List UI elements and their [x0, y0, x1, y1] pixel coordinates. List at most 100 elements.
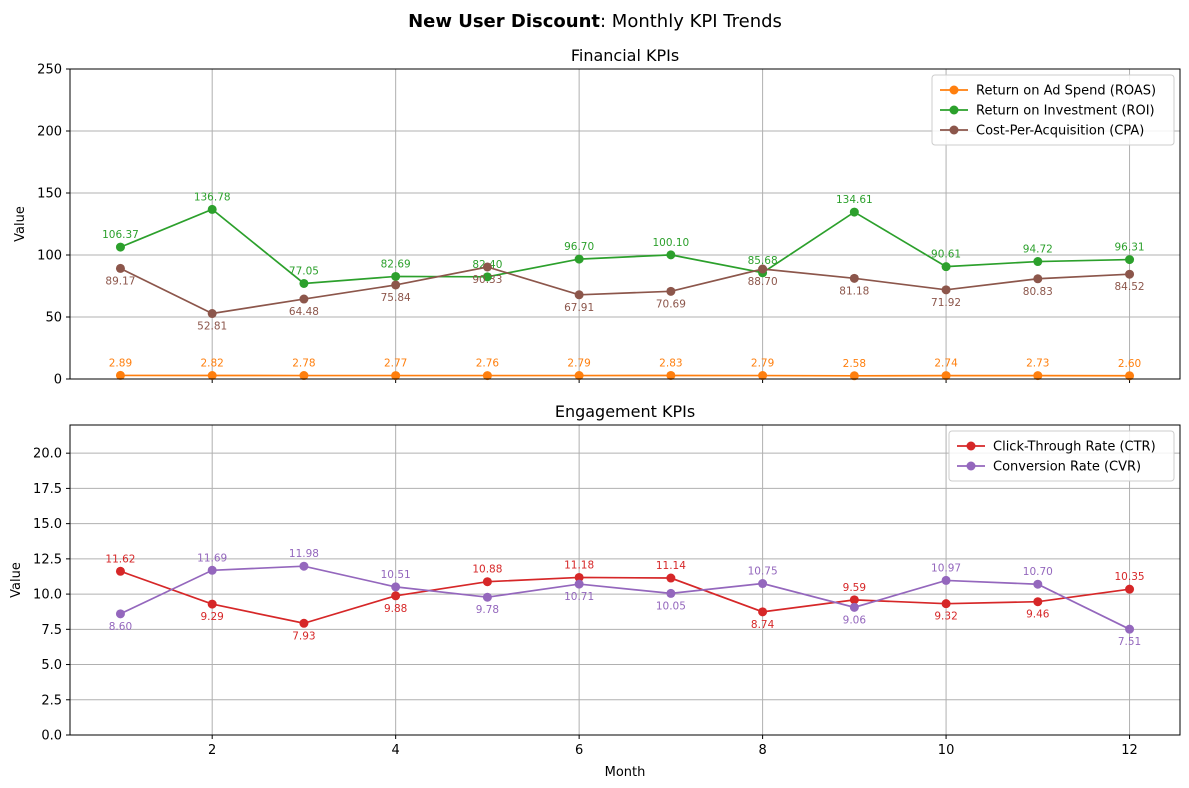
engagement-x-tick-label: 6	[575, 743, 583, 758]
data-label-click-through-rate-ctr-10: 9.32	[934, 611, 957, 623]
engagement-y-axis: 0.0 2.5 5.0 7.5 10.0 12.5 15.0 17.5 20.0	[33, 447, 70, 744]
data-point-return-on-ad-spend-roas-7	[666, 370, 676, 380]
data-point-cost-per-acquisition-cpa-12	[1125, 269, 1135, 279]
data-label-cost-per-acquisition-cpa-7: 70.69	[656, 298, 686, 310]
financial-legend: Return on Ad Spend (ROAS) Return on Inves…	[931, 74, 1175, 146]
data-label-click-through-rate-ctr-12: 10.35	[1115, 571, 1145, 583]
data-label-conversion-rate-cvr-11: 10.70	[1023, 566, 1053, 578]
figure-title-bold: New User Discount	[408, 11, 600, 32]
engagement-y-tick-label: 0.0	[41, 729, 62, 744]
data-label-cost-per-acquisition-cpa-4: 75.84	[381, 292, 411, 304]
engagement-kpis-panel: 0.0 2.5 5.0 7.5 10.0 12.5 15.0 17.5 20.0 2 4 6 8 10 12…	[9, 402, 1181, 780]
data-label-return-on-investment-roi-2: 136.78	[194, 191, 231, 203]
data-point-click-through-rate-ctr-12	[1125, 584, 1135, 594]
data-point-return-on-investment-roi-9	[849, 207, 859, 217]
data-label-return-on-ad-spend-roas-1: 2.89	[109, 357, 132, 369]
financial-y-tick-label: 50	[45, 311, 62, 326]
data-label-return-on-investment-roi-6: 96.70	[564, 241, 594, 253]
engagement-y-tick-label: 20.0	[33, 447, 62, 462]
legend-label-click-through-rate-ctr: Click-Through Rate (CTR)	[993, 440, 1156, 455]
engagement-y-tick-label: 10.0	[33, 588, 62, 603]
data-point-cost-per-acquisition-cpa-2	[207, 309, 217, 319]
data-point-return-on-investment-roi-3	[299, 278, 309, 288]
series-conversion-rate-cvr: 8.60 11.69 11.98 10.51 9.78 10.71 10.05 10.75 9.…	[109, 548, 1141, 648]
series-line-conversion-rate-cvr	[120, 565, 1130, 630]
data-label-cost-per-acquisition-cpa-10: 71.92	[931, 297, 961, 309]
data-label-conversion-rate-cvr-4: 10.51	[381, 569, 411, 581]
data-point-conversion-rate-cvr-11	[1033, 579, 1043, 589]
legend-marker-cost-per-acquisition-cpa	[949, 125, 959, 135]
data-label-return-on-investment-roi-12: 96.31	[1115, 242, 1145, 254]
data-label-return-on-ad-spend-roas-10: 2.74	[934, 358, 958, 370]
engagement-x-tick-label: 2	[208, 743, 216, 758]
data-point-click-through-rate-ctr-7	[666, 573, 676, 583]
data-point-return-on-ad-spend-roas-12	[1125, 371, 1135, 381]
data-point-return-on-investment-roi-1	[115, 242, 125, 252]
figure-title-rest: : Monthly KPI Trends	[600, 11, 782, 32]
data-point-conversion-rate-cvr-12	[1125, 624, 1135, 634]
data-label-cost-per-acquisition-cpa-9: 81.18	[839, 285, 869, 297]
data-label-cost-per-acquisition-cpa-8: 88.70	[748, 276, 778, 288]
financial-plot-frame	[69, 68, 1181, 380]
data-label-return-on-ad-spend-roas-5: 2.76	[476, 358, 500, 370]
data-label-click-through-rate-ctr-2: 9.29	[200, 611, 223, 623]
data-point-return-on-investment-roi-6	[574, 254, 584, 264]
engagement-legend-box	[948, 430, 1175, 482]
legend-label-cost-per-acquisition-cpa: Cost-Per-Acquisition (CPA)	[976, 124, 1144, 139]
data-label-cost-per-acquisition-cpa-6: 67.91	[564, 302, 594, 314]
data-point-return-on-ad-spend-roas-5	[482, 371, 492, 381]
data-label-return-on-investment-roi-9: 134.61	[836, 194, 873, 206]
data-point-return-on-investment-roi-5	[482, 272, 492, 282]
financial-y-tick-label: 150	[37, 187, 62, 202]
engagement-y-tick-label: 2.5	[41, 693, 62, 708]
data-point-conversion-rate-cvr-3	[299, 561, 309, 571]
data-point-return-on-ad-spend-roas-4	[391, 371, 401, 381]
data-label-cost-per-acquisition-cpa-11: 80.83	[1023, 286, 1053, 298]
data-point-cost-per-acquisition-cpa-3	[299, 294, 309, 304]
data-point-return-on-investment-roi-2	[207, 204, 217, 214]
data-label-cost-per-acquisition-cpa-2: 52.81	[197, 321, 227, 333]
data-point-return-on-investment-roi-12	[1125, 255, 1135, 265]
data-point-cost-per-acquisition-cpa-10	[941, 285, 951, 295]
data-label-return-on-investment-roi-10: 90.61	[931, 249, 961, 261]
series-cost-per-acquisition-cpa: 89.17 52.81 64.48 75.84 90.33 67.91 70.69 88.70…	[105, 262, 1145, 333]
data-label-return-on-ad-spend-roas-9: 2.58	[843, 358, 866, 370]
legend-label-return-on-investment-roi: Return on Investment (ROI)	[976, 104, 1155, 119]
data-point-return-on-investment-roi-10	[941, 262, 951, 272]
series-return-on-investment-roi: 106.37136.7877.0582.6982.4096.70100.1085…	[102, 191, 1145, 288]
data-point-return-on-ad-spend-roas-3	[299, 371, 309, 381]
data-point-click-through-rate-ctr-10	[941, 599, 951, 609]
data-point-conversion-rate-cvr-10	[941, 575, 951, 585]
data-label-return-on-ad-spend-roas-4: 2.77	[384, 358, 407, 370]
data-point-return-on-investment-roi-7	[666, 250, 676, 260]
series-return-on-ad-spend-roas: 2.89 2.82 2.78 2.77 2.76 2.79 2.83 2.79 2.58 2.74…	[109, 357, 1141, 381]
legend-marker-return-on-ad-spend-roas	[949, 85, 959, 95]
data-point-conversion-rate-cvr-5	[482, 592, 492, 602]
data-point-conversion-rate-cvr-6	[574, 579, 584, 589]
data-label-cost-per-acquisition-cpa-3: 64.48	[289, 306, 319, 318]
data-label-cost-per-acquisition-cpa-12: 84.52	[1115, 281, 1145, 293]
data-point-return-on-ad-spend-roas-11	[1033, 371, 1043, 381]
engagement-x-tick-label: 4	[392, 743, 400, 758]
data-label-click-through-rate-ctr-6: 11.18	[564, 559, 594, 571]
data-point-click-through-rate-ctr-4	[391, 591, 401, 601]
data-point-cost-per-acquisition-cpa-11	[1033, 274, 1043, 284]
data-point-conversion-rate-cvr-1	[115, 609, 125, 619]
legend-item-cost-per-acquisition-cpa: Cost-Per-Acquisition (CPA)	[940, 124, 1144, 139]
figure-title: New User Discount: Monthly KPI Trends	[408, 11, 782, 32]
engagement-y-tick-label: 5.0	[41, 658, 62, 673]
financial-y-tick-label: 250	[37, 63, 62, 78]
data-point-conversion-rate-cvr-7	[666, 588, 676, 598]
data-label-conversion-rate-cvr-3: 11.98	[289, 548, 319, 560]
data-point-conversion-rate-cvr-8	[758, 579, 768, 589]
data-label-conversion-rate-cvr-10: 10.97	[931, 562, 961, 574]
engagement-y-tick-label: 15.0	[33, 517, 62, 532]
financial-y-tick-label: 0	[54, 373, 62, 388]
data-label-conversion-rate-cvr-5: 9.78	[476, 604, 499, 616]
data-point-click-through-rate-ctr-9	[849, 595, 859, 605]
data-point-return-on-ad-spend-roas-8	[758, 371, 768, 381]
data-point-conversion-rate-cvr-2	[207, 565, 217, 575]
data-label-return-on-investment-roi-1: 106.37	[102, 229, 139, 241]
data-point-click-through-rate-ctr-11	[1033, 597, 1043, 607]
engagement-x-axis: 2 4 6 8 10 12	[208, 735, 1138, 758]
